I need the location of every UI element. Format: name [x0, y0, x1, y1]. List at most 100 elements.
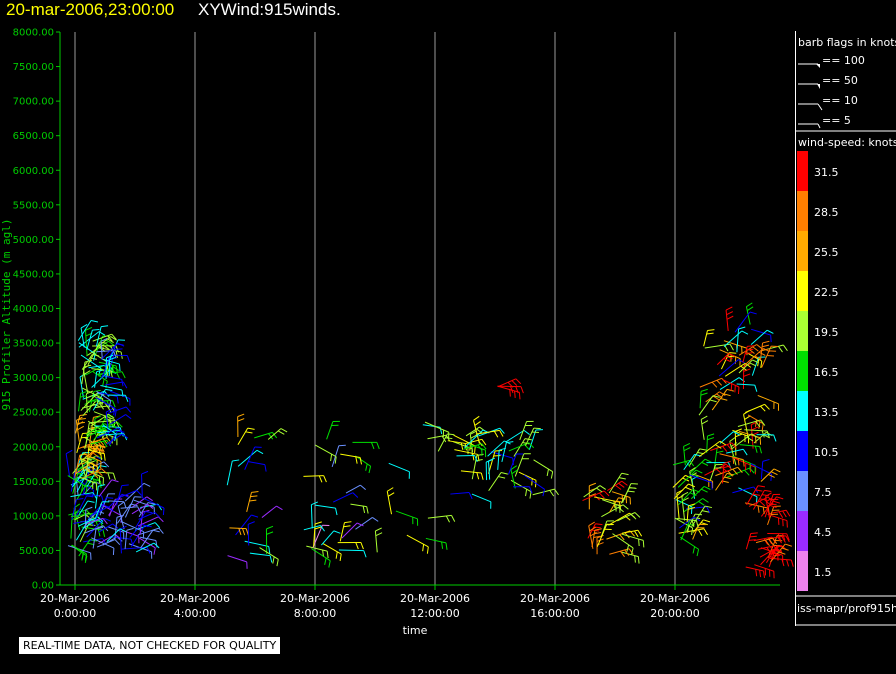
- wind-barb-feather: [117, 427, 124, 434]
- wind-barb-feather: [111, 479, 119, 483]
- wind-barb: [703, 330, 708, 347]
- wind-barb-feather: [121, 379, 124, 387]
- wind-barb-feather: [250, 495, 258, 498]
- wind-barb: [94, 501, 103, 520]
- wind-barb: [85, 423, 106, 436]
- wind-barb-feather: [152, 529, 160, 533]
- wind-barb-feather: [723, 460, 731, 464]
- wind-barb: [99, 503, 123, 517]
- wind-barb: [75, 495, 87, 516]
- wind-barb: [683, 446, 686, 466]
- wind-barb-feather: [762, 458, 770, 462]
- barb-legend-title: barb flags in knots: [798, 36, 896, 49]
- wind-barb-feather: [112, 400, 116, 408]
- wind-barb: [678, 489, 694, 506]
- wind-barb-feather: [474, 455, 478, 463]
- wind-barb-feather: [330, 454, 333, 462]
- wind-barb-feather: [110, 336, 117, 341]
- wind-barb-feather: [232, 459, 240, 462]
- wind-barb-feather: [360, 542, 364, 550]
- wind-barb-feather: [700, 388, 708, 392]
- wind-barb-feather: [387, 492, 395, 497]
- wind-barb: [90, 506, 109, 517]
- wind-barb-feather: [626, 544, 630, 552]
- wind-barb-feather: [589, 493, 597, 497]
- wind-barb: [120, 520, 144, 533]
- wind-barb: [90, 413, 109, 427]
- wind-barb-feather: [781, 536, 786, 543]
- x-tick-date-label: 20-Mar-2006: [520, 592, 590, 605]
- wind-barb-feather: [712, 395, 720, 398]
- x-tick-date-label: 20-Mar-2006: [160, 592, 230, 605]
- wind-barb-feather: [251, 514, 259, 518]
- wind-barb-feather: [760, 419, 766, 426]
- wind-barb: [608, 473, 623, 494]
- wind-barb-feather: [153, 542, 160, 549]
- wind-barb-feather: [766, 497, 773, 502]
- wind-barb: [709, 464, 717, 481]
- x-tick-time-label: 16:00:00: [530, 607, 579, 620]
- wind-barb-feather: [476, 428, 483, 434]
- wind-barb-feather: [108, 400, 112, 408]
- wind-barb-feather: [100, 452, 103, 460]
- wind-barb: [314, 504, 336, 509]
- wind-barb-feather: [511, 469, 518, 475]
- wind-barb: [695, 474, 713, 482]
- wind-barb-feather: [757, 485, 766, 488]
- wind-barb-feather: [701, 461, 709, 466]
- wind-barb-feather: [121, 371, 126, 379]
- wind-barb-feather: [703, 486, 711, 490]
- wind-barb: [723, 340, 747, 349]
- wind-barb-feather: [745, 352, 753, 354]
- wind-barb: [120, 506, 138, 509]
- wind-barb-feather: [781, 547, 789, 551]
- wind-barb-feather: [375, 532, 383, 537]
- wind-barb-feather: [499, 427, 505, 434]
- wind-barb-feather: [426, 546, 429, 554]
- wind-barb: [395, 510, 418, 520]
- wind-barb-feather: [764, 404, 770, 410]
- wind-barb-feather: [732, 456, 735, 465]
- wind-barb-feather: [772, 537, 778, 545]
- wind-barb-feather: [334, 456, 337, 464]
- barb-legend-flag: [816, 64, 820, 68]
- wind-barb: [116, 503, 132, 524]
- wind-barb: [759, 544, 782, 558]
- wind-barb: [533, 459, 553, 473]
- wind-barb-feather: [749, 362, 757, 367]
- wind-barb: [81, 468, 102, 480]
- wind-barb-feather: [746, 302, 753, 308]
- wind-barb-feather: [617, 506, 624, 513]
- wind-barb-feather: [249, 499, 257, 502]
- wind-barb-feather: [681, 491, 689, 497]
- wind-barb: [497, 378, 517, 388]
- wind-barb-feather: [352, 492, 359, 498]
- wind-barb-feather: [101, 325, 109, 328]
- wind-barb-feather: [117, 430, 125, 433]
- wind-barb: [621, 533, 644, 541]
- wind-barb-feather: [88, 444, 94, 451]
- wind-barb-feather: [525, 489, 528, 497]
- wind-barb-feather: [683, 442, 691, 447]
- wind-barb-feather: [147, 502, 155, 505]
- wind-barb-feather: [774, 548, 782, 552]
- wind-barb-feather: [768, 555, 776, 559]
- wind-barb-feather: [754, 384, 758, 392]
- wind-barb-feather: [692, 546, 696, 554]
- wind-barb-feather: [470, 434, 478, 439]
- wind-barb: [607, 480, 623, 492]
- wind-barb-feather: [759, 500, 766, 507]
- wind-barb: [424, 421, 449, 433]
- wind-barb: [736, 383, 755, 386]
- wind-barb-feather: [81, 484, 84, 492]
- wind-barb-feather: [100, 337, 108, 342]
- wind-barb-feather: [510, 465, 518, 470]
- wind-barb: [81, 361, 86, 385]
- wind-barb-feather: [624, 549, 630, 556]
- wind-barb: [96, 539, 116, 548]
- wind-barb: [100, 385, 123, 391]
- wind-barb-feather: [754, 355, 762, 360]
- wind-barb: [523, 474, 545, 490]
- wind-barb-feather: [146, 496, 153, 502]
- wind-barb: [677, 469, 697, 488]
